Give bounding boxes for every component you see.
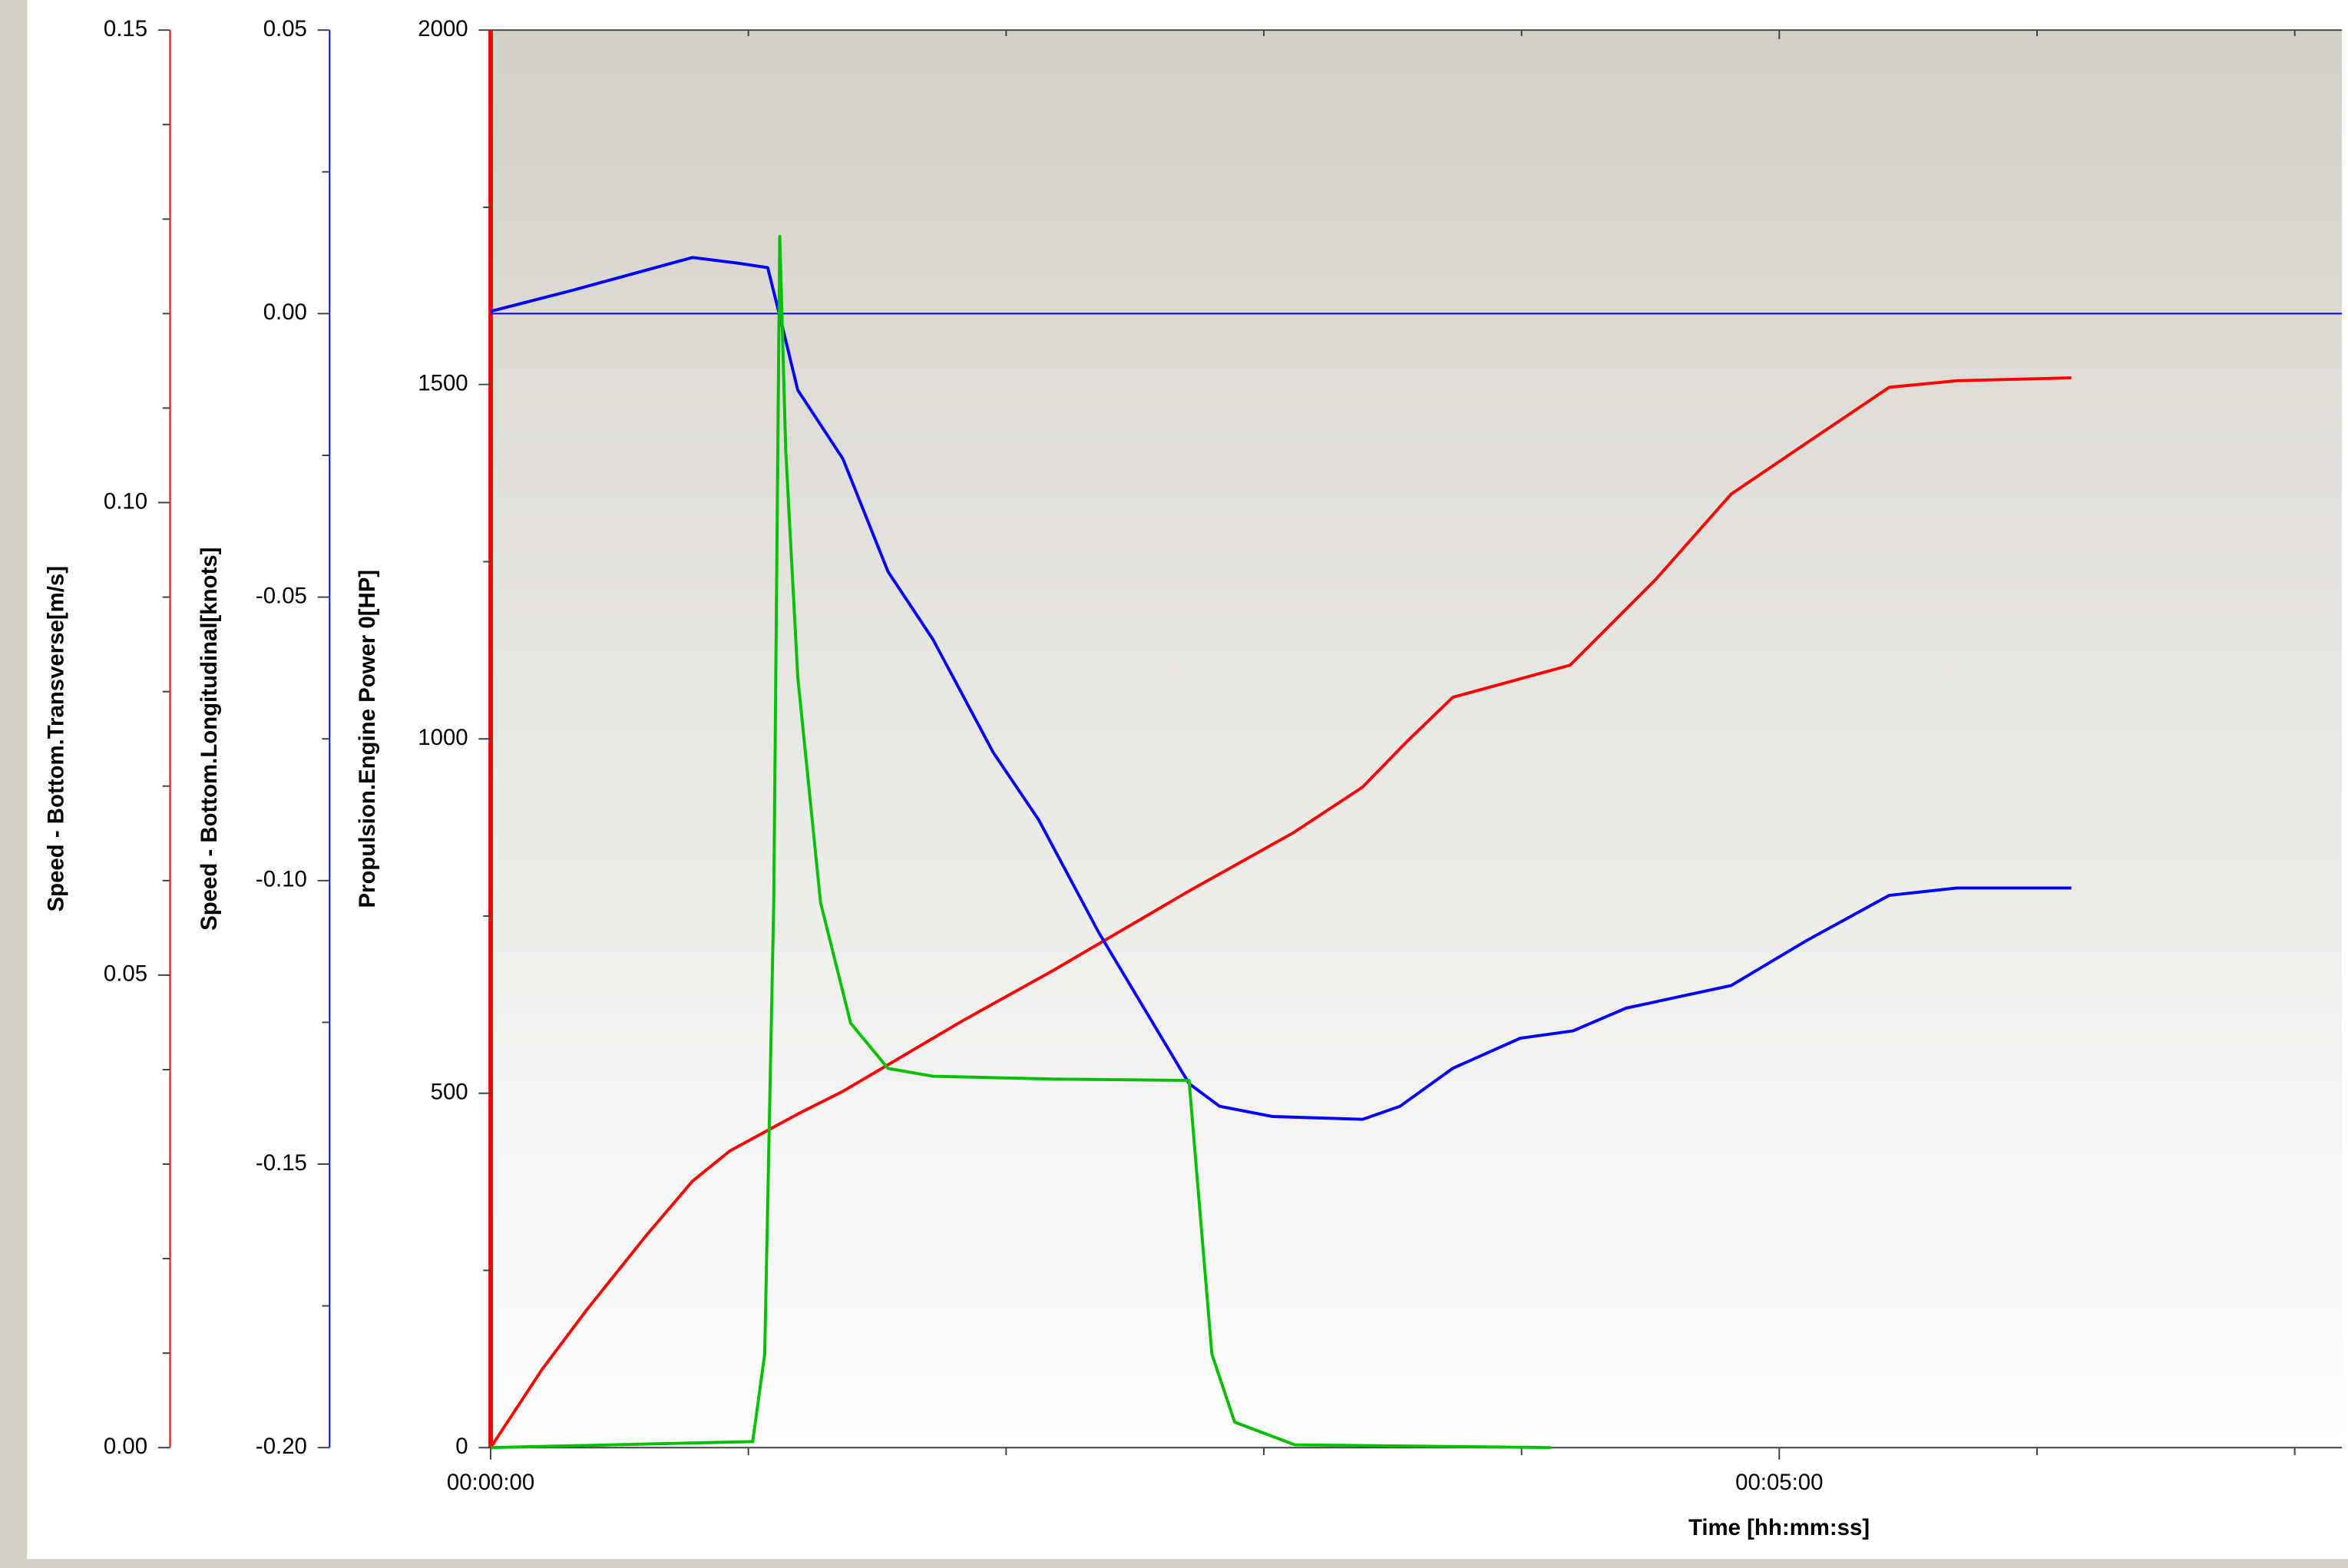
- x-tick-label: 00:00:00: [447, 1470, 534, 1495]
- y3-axis-label: Speed - Bottom.Transverse[m/s]: [43, 566, 68, 911]
- y-tick-label: 1000: [418, 725, 468, 750]
- frame-left: [0, 0, 28, 1568]
- y-tick-label: 1500: [418, 370, 468, 395]
- y2-tick-label: -0.10: [256, 867, 307, 892]
- y3-tick-label: 0.15: [104, 16, 147, 41]
- y2-tick-label: -0.05: [256, 583, 307, 608]
- series-line: [489, 376, 2072, 1449]
- y2-tick-label: 0.05: [263, 16, 307, 41]
- x-tick-label: 00:05:00: [1735, 1470, 1823, 1495]
- y3-tick-label: 0.10: [104, 488, 147, 514]
- y-tick-label: 0: [455, 1434, 468, 1459]
- y3-tick-label: 0.05: [104, 961, 147, 987]
- y-tick-label: 500: [431, 1079, 468, 1104]
- series-line: [490, 234, 1551, 1450]
- y2-axis-label: Speed - Bottom.Longitudinal[knots]: [197, 547, 222, 931]
- x-axis-label: Time [hh:mm:ss]: [1688, 1515, 1870, 1540]
- y2-tick-label: 0.00: [263, 299, 307, 325]
- y2-tick-label: -0.20: [256, 1434, 307, 1459]
- y-axis-label: Propulsion.Engine Power 0[HP]: [355, 570, 380, 908]
- plot-area: [491, 30, 2343, 1448]
- y2-tick-label: -0.15: [256, 1150, 307, 1176]
- frame-bottom: [0, 1559, 2348, 1568]
- y3-tick-label: 0.00: [104, 1434, 147, 1459]
- y-tick-label: 2000: [418, 16, 468, 41]
